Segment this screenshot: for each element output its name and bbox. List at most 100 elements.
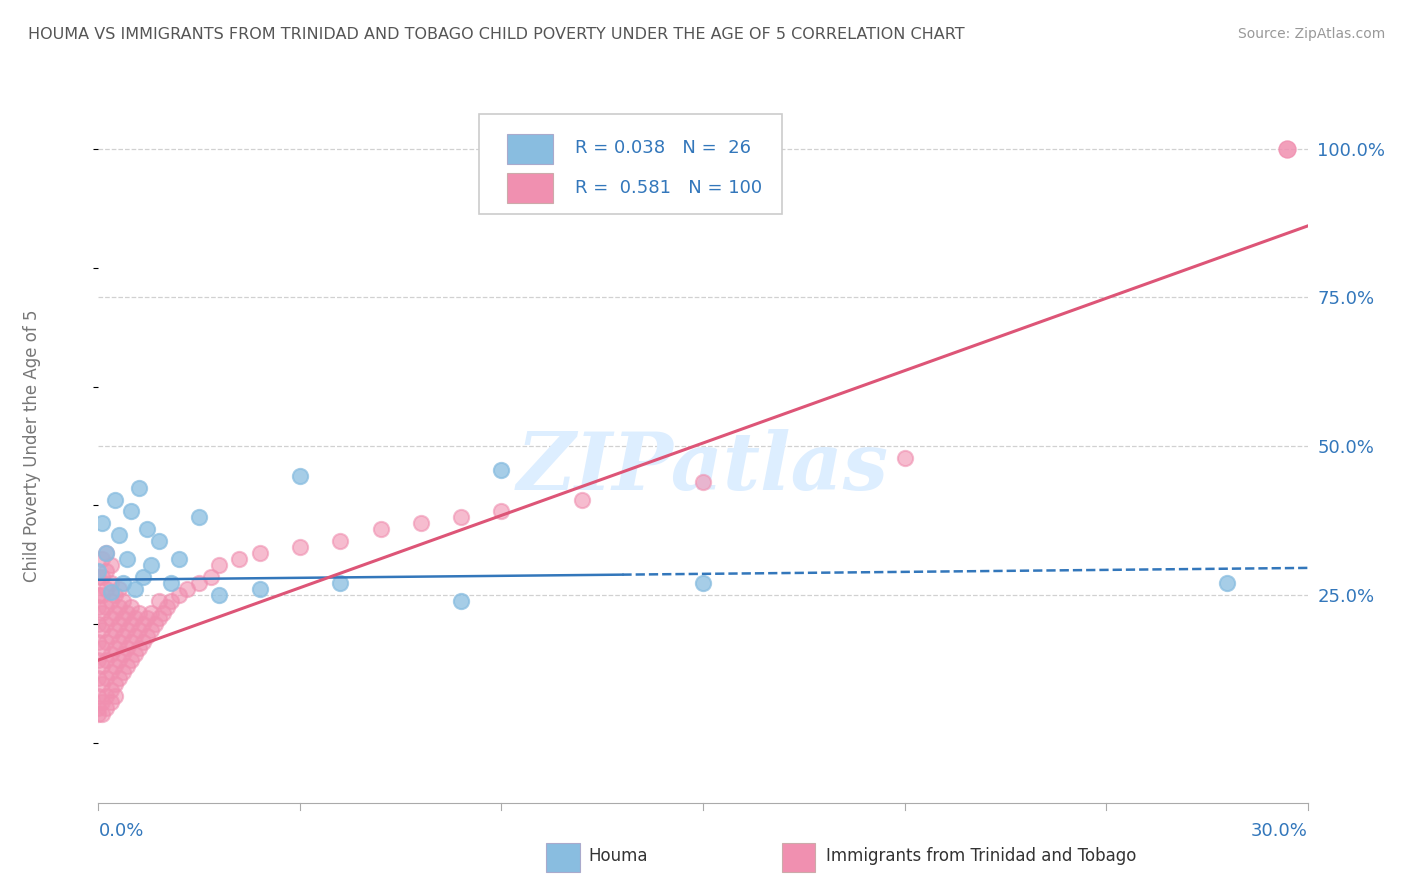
- Bar: [508, 134, 553, 164]
- Point: [571, 492, 593, 507]
- Point: [132, 570, 155, 584]
- Text: R =  0.581   N = 100: R = 0.581 N = 100: [575, 178, 762, 196]
- Point: [200, 570, 222, 584]
- Point: [103, 624, 125, 638]
- Point: [91, 588, 114, 602]
- Point: [91, 552, 114, 566]
- Point: [1277, 142, 1299, 156]
- Point: [111, 647, 134, 661]
- Point: [132, 635, 155, 649]
- Point: [87, 706, 110, 721]
- Text: HOUMA VS IMMIGRANTS FROM TRINIDAD AND TOBAGO CHILD POVERTY UNDER THE AGE OF 5 CO: HOUMA VS IMMIGRANTS FROM TRINIDAD AND TO…: [28, 27, 965, 42]
- Point: [139, 624, 162, 638]
- Text: Source: ZipAtlas.com: Source: ZipAtlas.com: [1237, 27, 1385, 41]
- Point: [135, 629, 157, 643]
- Point: [115, 659, 138, 673]
- Point: [115, 606, 138, 620]
- Point: [208, 558, 231, 572]
- Point: [100, 647, 122, 661]
- Point: [100, 593, 122, 607]
- Point: [124, 611, 146, 625]
- Point: [91, 641, 114, 656]
- Point: [249, 546, 271, 560]
- Point: [96, 617, 118, 632]
- Point: [111, 611, 134, 625]
- Point: [893, 450, 915, 465]
- Point: [120, 504, 142, 518]
- Point: [111, 575, 134, 590]
- Point: [91, 706, 114, 721]
- Point: [450, 593, 472, 607]
- Point: [156, 599, 179, 614]
- Point: [91, 606, 114, 620]
- Point: [87, 570, 110, 584]
- Point: [91, 570, 114, 584]
- Point: [96, 582, 118, 596]
- Point: [103, 492, 125, 507]
- Point: [87, 617, 110, 632]
- Point: [107, 635, 129, 649]
- Point: [111, 593, 134, 607]
- Point: [120, 599, 142, 614]
- Point: [139, 558, 162, 572]
- Point: [176, 582, 198, 596]
- Point: [87, 588, 110, 602]
- Bar: [782, 844, 815, 872]
- Point: [120, 617, 142, 632]
- Point: [103, 677, 125, 691]
- Point: [100, 665, 122, 679]
- Point: [228, 552, 250, 566]
- Bar: [546, 844, 579, 872]
- Point: [87, 564, 110, 578]
- Point: [491, 463, 513, 477]
- Point: [148, 593, 170, 607]
- Point: [91, 695, 114, 709]
- Point: [188, 510, 211, 524]
- Point: [120, 635, 142, 649]
- Point: [100, 575, 122, 590]
- Point: [370, 522, 392, 536]
- Point: [128, 606, 150, 620]
- Point: [103, 588, 125, 602]
- FancyBboxPatch shape: [479, 114, 782, 214]
- Text: 0.0%: 0.0%: [98, 822, 143, 839]
- Point: [152, 606, 174, 620]
- Text: Child Poverty Under the Age of 5: Child Poverty Under the Age of 5: [22, 310, 41, 582]
- Point: [188, 575, 211, 590]
- Point: [100, 682, 122, 697]
- Point: [329, 575, 352, 590]
- Point: [100, 584, 122, 599]
- Point: [107, 599, 129, 614]
- Point: [120, 653, 142, 667]
- Point: [692, 575, 714, 590]
- Point: [139, 606, 162, 620]
- Text: 30.0%: 30.0%: [1251, 822, 1308, 839]
- Point: [96, 546, 118, 560]
- Point: [115, 552, 138, 566]
- Point: [103, 606, 125, 620]
- Point: [124, 582, 146, 596]
- Point: [135, 611, 157, 625]
- Point: [124, 629, 146, 643]
- Point: [91, 516, 114, 531]
- Point: [96, 700, 118, 714]
- Text: Houma: Houma: [588, 847, 648, 865]
- Point: [107, 671, 129, 685]
- Point: [208, 588, 231, 602]
- Point: [124, 647, 146, 661]
- Point: [148, 611, 170, 625]
- Point: [128, 624, 150, 638]
- Point: [87, 653, 110, 667]
- Point: [100, 629, 122, 643]
- Point: [91, 624, 114, 638]
- Point: [249, 582, 271, 596]
- Point: [409, 516, 432, 531]
- Point: [87, 689, 110, 703]
- Point: [87, 599, 110, 614]
- Point: [91, 659, 114, 673]
- Point: [288, 468, 311, 483]
- Point: [103, 659, 125, 673]
- Point: [160, 593, 183, 607]
- Point: [100, 611, 122, 625]
- Point: [450, 510, 472, 524]
